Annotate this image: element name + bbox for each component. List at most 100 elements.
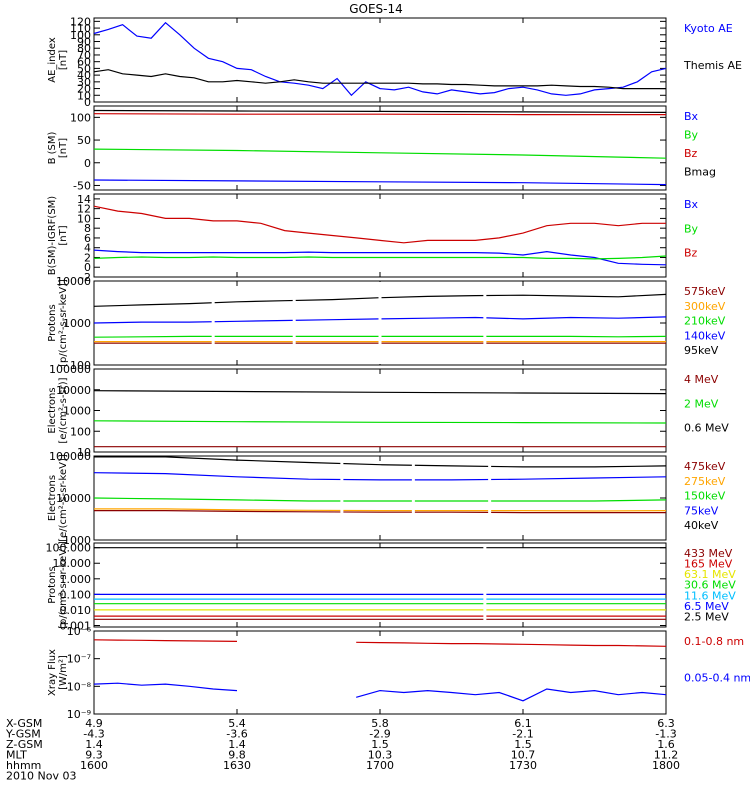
y-tick-label: 1000	[63, 534, 91, 547]
y-axis-label: [W/m²]	[58, 655, 69, 690]
y-tick-label: 100000	[49, 363, 91, 376]
y-tick-label: 110	[70, 22, 91, 35]
y-tick-label: 0.100	[60, 588, 92, 601]
legend-entry: 30.6 MeV	[684, 579, 736, 592]
y-tick-label: 14	[77, 193, 91, 206]
x-row-value: 1.5	[514, 738, 532, 751]
data-gap	[378, 282, 382, 364]
y-tick-label: 80	[77, 42, 91, 55]
panel-xray: 10⁻⁹ 10⁻⁸ 10⁻⁷ 10⁻⁶ Xray Flux [W/m²] 0.1-0.8 n…	[47, 625, 750, 721]
series-line-2-mev	[93, 420, 667, 424]
legend-entry: Bx	[684, 110, 699, 123]
y-tick-label: 1.000	[60, 573, 92, 586]
series-line-75kev	[93, 472, 667, 481]
y-tick-label: 0	[84, 261, 91, 274]
x-row-value: 1630	[223, 759, 251, 772]
y-tick-label: 10⁻⁷	[67, 653, 91, 666]
data-gap	[483, 282, 487, 364]
legend-entry: 95keV	[684, 344, 719, 357]
x-row-value: 5.4	[228, 717, 246, 730]
legend-entry: By	[684, 222, 699, 235]
legend-entry: 0.1-0.8 nm	[684, 635, 744, 648]
y-axis-label: B (SM)	[47, 131, 58, 164]
y-axis-label: Electrons	[47, 475, 58, 521]
legend-entry: 11.6 MeV	[684, 589, 736, 602]
y-tick-label: 2	[84, 251, 91, 264]
series-line-themis-ae	[93, 69, 666, 90]
x-row-value: 1800	[652, 759, 680, 772]
y-tick-label: 50	[77, 134, 91, 147]
series-line-by	[93, 255, 667, 260]
y-tick-label: 90	[77, 36, 91, 49]
y-tick-label: 12	[77, 203, 91, 216]
x-row-value: 4.9	[85, 717, 103, 730]
x-axis-table: X-GSM 4.9 5.4 5.8 6.1 6.3 Y-GSM -4.3 -3.6 -2.9 -2.…	[5, 717, 680, 783]
x-row-value: -1.3	[655, 728, 676, 741]
data-gap	[411, 457, 415, 539]
y-tick-label: 100	[70, 111, 91, 124]
y-tick-label: 0	[84, 157, 91, 170]
series-line-bz	[93, 113, 666, 116]
panel-frame	[93, 193, 667, 278]
x-row-value: -3.6	[226, 728, 247, 741]
y-axis-label: [nT]	[58, 50, 69, 70]
plot-date: 2010 Nov 03	[6, 770, 76, 783]
y-axis-label: [nT]	[58, 225, 69, 245]
y-tick-label: 10	[77, 446, 91, 459]
series-line-bmag	[93, 109, 667, 113]
legend-entry: 140keV	[684, 329, 726, 342]
y-tick-label: 10	[77, 89, 91, 102]
legend-entry: 165 MeV	[684, 558, 733, 571]
y-axis-label: Protons	[47, 304, 58, 341]
y-tick-label: 20	[77, 83, 91, 96]
x-row-value: 10.3	[368, 749, 393, 762]
x-row-label: hhmm	[6, 759, 41, 772]
series-line-0-05-0-4-nm	[93, 682, 667, 702]
y-axis-label: [e/(cm²-s-sr)]	[58, 377, 69, 443]
series-line-by	[93, 148, 667, 159]
y-tick-label: 0	[84, 96, 91, 109]
panel-frame	[93, 368, 667, 453]
panel-frame	[93, 455, 667, 541]
x-row-value: 6.1	[514, 717, 532, 730]
legend-entry: 4 MeV	[684, 373, 719, 386]
x-row-value: 1600	[80, 759, 108, 772]
panel-protons1: 100 1000 10000 Protons [p/(cm²-s-sr-keV)] 575…	[47, 275, 726, 372]
legend-entry: 210keV	[684, 315, 726, 328]
y-tick-label: 10	[77, 212, 91, 225]
y-tick-label: 8	[84, 222, 91, 235]
legend-entry: Bmag	[684, 166, 716, 179]
y-axis-label: [p/(cm²-s-sr-keV)]	[58, 541, 69, 629]
y-tick-label: 100	[70, 29, 91, 42]
series-line-150kev	[93, 497, 667, 502]
series-line-40kev	[94, 456, 667, 468]
series-line-kyoto-ae	[93, 21, 667, 97]
y-axis-label: AE_index	[47, 37, 58, 83]
y-tick-label: 4	[84, 242, 91, 255]
x-row-value: 9.3	[85, 749, 103, 762]
y-tick-label: 10⁻⁸	[67, 680, 92, 693]
legend-entry: Bx	[684, 198, 699, 211]
legend-entry: By	[684, 129, 699, 142]
panel-frame	[93, 105, 667, 191]
x-row-value: 1.4	[85, 738, 103, 751]
y-axis-label: Protons	[47, 566, 58, 603]
x-row-value: 10.7	[511, 749, 536, 762]
series-line-bz	[93, 205, 666, 244]
x-row-label: Z-GSM	[6, 738, 43, 751]
x-row-value: -2.1	[512, 728, 533, 741]
y-axis-label: Xray Flux	[47, 649, 58, 696]
series-line-0-6-mev	[93, 390, 667, 395]
y-tick-label: -2	[80, 271, 91, 284]
x-row-value: 11.2	[654, 749, 679, 762]
series-line-275kev	[94, 508, 667, 512]
x-row-label: X-GSM	[6, 717, 42, 730]
y-tick-label: -50	[73, 179, 91, 192]
panel-frame	[93, 17, 667, 103]
y-tick-label: 1000	[63, 317, 91, 330]
x-row-value: 5.8	[371, 717, 389, 730]
x-row-value: 1730	[509, 759, 537, 772]
data-gap	[488, 457, 492, 539]
